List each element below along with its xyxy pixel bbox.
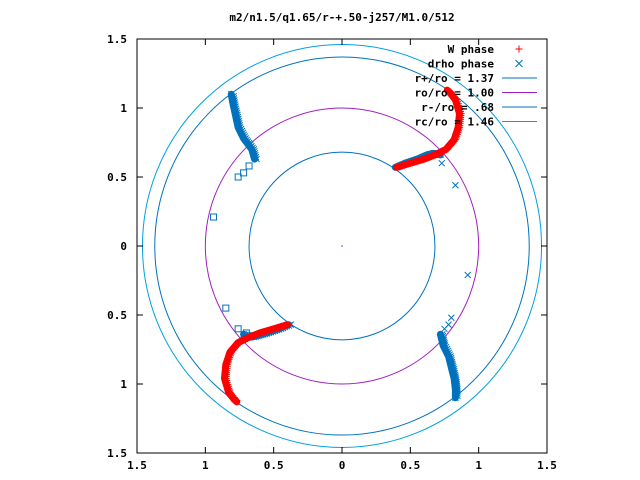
legend-entry-0-label: W phase bbox=[448, 43, 495, 56]
drho-phase-arm-0-marker bbox=[233, 107, 240, 115]
legend-entry-5-label: rc/ro = 1.46 bbox=[415, 116, 495, 129]
drho-phase-square-1 bbox=[240, 169, 248, 177]
drho-phase-square-4 bbox=[222, 304, 230, 312]
drho-phase-arm-0-marker bbox=[236, 121, 244, 129]
drho-phase-arm-0-marker bbox=[232, 103, 239, 110]
y-tick-label-3: 0 bbox=[120, 240, 127, 253]
y-tick-label-0: 1.5 bbox=[107, 33, 127, 46]
w-phase-arm-0-marker bbox=[444, 87, 451, 94]
w-phase-arm-0-marker bbox=[447, 88, 454, 95]
x-tick-label-2: 0.5 bbox=[264, 459, 284, 472]
drho-phase-arm-0-marker bbox=[252, 153, 260, 161]
x-tick-label-0: 1.5 bbox=[127, 459, 147, 472]
drho-phase-arm-2-marker bbox=[442, 343, 450, 351]
data-points bbox=[210, 86, 472, 406]
drho-phase-square-5 bbox=[234, 325, 242, 333]
drho-phase-arm-0-marker bbox=[235, 119, 243, 127]
y-tick-label-6: 1.5 bbox=[107, 447, 127, 460]
drho-phase-arm-0-marker bbox=[234, 115, 242, 123]
x-tick-label-3: 0 bbox=[339, 459, 346, 472]
y-tick-label-4: 0.5 bbox=[107, 309, 127, 322]
y-tick-label-1: 1 bbox=[120, 102, 127, 115]
drho-phase-arm-2-marker bbox=[441, 342, 449, 349]
axis-ticks: 1.5 1 0.5 0 0.5 1 1.51.510.500.511.5 bbox=[107, 33, 557, 472]
drho-phase-arm-0-marker bbox=[238, 127, 246, 135]
drho-phase-arm-0-marker bbox=[237, 125, 245, 133]
drho-phase-arm-0-marker bbox=[227, 90, 235, 98]
drho-phase-point-2 bbox=[464, 271, 472, 279]
drho-phase-point-1 bbox=[452, 181, 459, 189]
drho-phase-arm-0-marker bbox=[230, 94, 238, 102]
drho-phase-point-5 bbox=[441, 325, 448, 333]
legend-entry-2-label: r+/ro = 1.37 bbox=[415, 72, 494, 85]
drho-phase-square-3 bbox=[210, 213, 218, 221]
reference-circle-1 bbox=[204, 107, 480, 385]
legend-entry-1-swatch bbox=[515, 59, 523, 68]
drho-phase-arm-2-marker bbox=[446, 351, 454, 358]
drho-phase-arm-0-marker bbox=[236, 123, 244, 131]
drho-phase-arm-0-marker bbox=[252, 151, 259, 159]
drho-phase-arm-0-marker bbox=[234, 113, 242, 121]
center-dot bbox=[341, 245, 343, 247]
drho-phase-arm-2-marker bbox=[452, 394, 459, 402]
drho-phase-point-3 bbox=[447, 314, 455, 322]
x-tick-label-6: 1.5 bbox=[537, 459, 557, 472]
drho-phase-arm-0-marker bbox=[232, 105, 240, 113]
w-phase-arm-0-marker bbox=[448, 89, 455, 96]
drho-phase-arm-2-marker bbox=[454, 390, 461, 398]
y-tick-label-5: 1 bbox=[120, 378, 127, 391]
drho-phase-square-2 bbox=[234, 173, 242, 181]
chart-title: m2/n1.5/q1.65/r-+.50-j257/M1.0/512 bbox=[229, 11, 454, 24]
reference-circle-0 bbox=[154, 56, 530, 436]
x-tick-label-1: 1 bbox=[202, 459, 209, 472]
drho-phase-arm-0-marker bbox=[234, 111, 241, 119]
drho-phase-arm-0-marker bbox=[251, 149, 259, 157]
drho-phase-arm-0-marker bbox=[240, 131, 248, 139]
drho-phase-arm-2-marker bbox=[441, 340, 449, 347]
drho-phase-arm-0-marker bbox=[253, 155, 260, 163]
w-phase-arm-1-marker bbox=[233, 396, 240, 403]
w-phase-arm-1-marker bbox=[233, 398, 240, 405]
x-tick-label-4: 0.5 bbox=[400, 459, 420, 472]
drho-phase-point-0 bbox=[438, 159, 446, 167]
drho-phase-square-0 bbox=[245, 162, 253, 170]
legend-entry-3-label: ro/ro = 1.00 bbox=[415, 87, 494, 100]
drho-phase-arm-0-marker bbox=[235, 117, 243, 125]
drho-phase-arm-0-marker bbox=[241, 133, 249, 140]
drho-phase-arm-2-marker bbox=[445, 349, 453, 357]
w-phase-arm-1-marker bbox=[234, 397, 241, 404]
drho-phase-arm-0-marker bbox=[250, 147, 258, 155]
w-phase-arm-1-trail bbox=[221, 321, 291, 406]
reference-circle-2 bbox=[248, 151, 436, 341]
drho-phase-arm-0-marker bbox=[239, 129, 247, 137]
y-tick-label-2: 0.5 bbox=[107, 171, 127, 184]
drho-phase-arm-0-marker bbox=[242, 135, 249, 142]
drho-phase-arm-0-marker bbox=[233, 109, 241, 117]
drho-phase-arm-2-marker bbox=[443, 345, 451, 353]
legend-entry-4-label: r-/ro = .68 bbox=[421, 101, 494, 114]
x-tick-label-5: 1 bbox=[475, 459, 482, 472]
drho-phase-arm-2-marker bbox=[444, 347, 452, 355]
legend-entry-1-label: drho phase bbox=[428, 58, 495, 71]
legend-entry-0-swatch bbox=[515, 45, 523, 53]
